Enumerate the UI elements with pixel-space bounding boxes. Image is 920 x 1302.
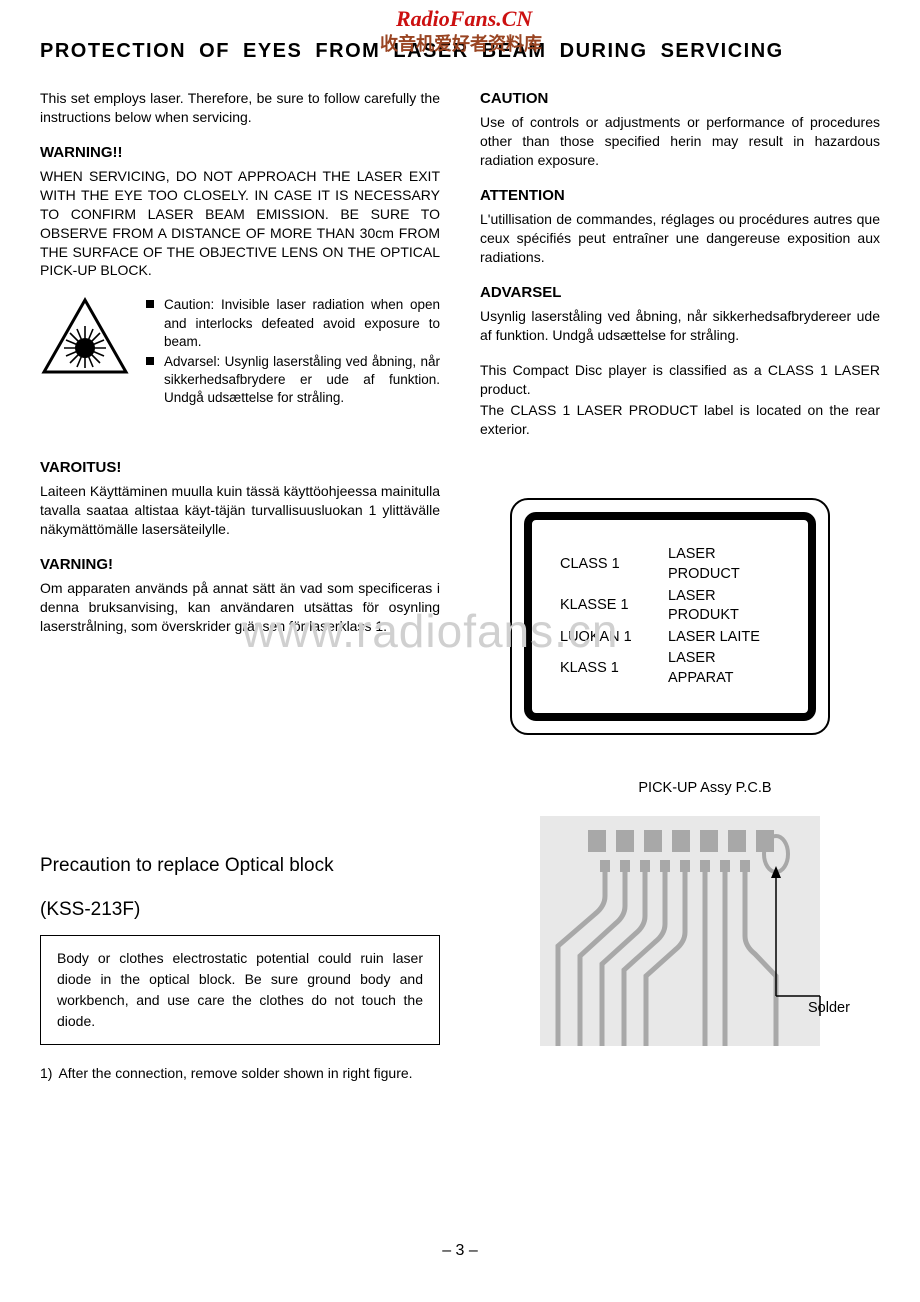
step-note: 1) After the connection, remove solder s… <box>40 1063 440 1083</box>
label-cell: LASER APPARAT <box>668 648 780 689</box>
label-cell: LASER PRODUCT <box>668 544 780 585</box>
warning-text: WHEN SERVICING, DO NOT APPROACH THE LASE… <box>40 167 440 280</box>
bullet-list: Caution: Invisible laser radiation when … <box>146 296 440 409</box>
table-row: CLASS 1LASER PRODUCT <box>560 544 780 585</box>
esd-note-box: Body or clothes electrostatic potential … <box>40 935 440 1045</box>
pcb-diagram-wrap: PICK-UP Assy P.C.B <box>540 780 870 1051</box>
varoitus-heading: VAROITUS! <box>40 458 440 478</box>
page-number: – 3 – <box>0 1242 920 1260</box>
label-cell: LASER LAITE <box>668 627 780 649</box>
bullet-item: Caution: Invisible laser radiation when … <box>146 296 440 351</box>
class-text-1: This Compact Disc player is classified a… <box>480 361 880 399</box>
varoitus-text: Laiteen Käyttäminen muulla kuin tässä kä… <box>40 482 440 539</box>
step-text: After the connection, remove solder show… <box>58 1063 412 1083</box>
bullet-square-icon <box>146 300 154 308</box>
class-text-2: The CLASS 1 LASER PRODUCT label is locat… <box>480 401 880 439</box>
bullet-item: Advarsel: Usynlig laserståling ved åbnin… <box>146 353 440 408</box>
advarsel-heading: ADVARSEL <box>480 283 880 303</box>
solder-label: Solder <box>808 1000 850 1016</box>
attention-text: L'utillisation de commandes, réglages ou… <box>480 210 880 267</box>
intro-text: This set employs laser. Therefore, be su… <box>40 89 440 127</box>
varning-heading: VARNING! <box>40 555 440 575</box>
laser-warning-icon <box>40 296 130 381</box>
watermark-center: www.radiofans.cn <box>242 604 619 658</box>
caution-heading: CAUTION <box>480 89 880 109</box>
caution-text: Use of controls or adjustments or perfor… <box>480 113 880 170</box>
bullet-text: Advarsel: Usynlig laserståling ved åbnin… <box>164 353 440 408</box>
bullet-text: Caution: Invisible laser radiation when … <box>164 296 440 351</box>
pcb-title: PICK-UP Assy P.C.B <box>540 780 870 796</box>
advarsel-text: Usynlig laserståling ved åbning, når sik… <box>480 307 880 345</box>
warning-heading: WARNING!! <box>40 143 440 163</box>
laser-symbol-row: Caution: Invisible laser radiation when … <box>40 296 440 409</box>
label-cell: CLASS 1 <box>560 544 668 585</box>
bullet-square-icon <box>146 357 154 365</box>
label-cell: LASER PRODUKT <box>668 586 780 627</box>
watermark-red: RadioFans.CN <box>396 6 532 32</box>
watermark-brown: 收音机爱好者资料库 <box>380 30 542 56</box>
attention-heading: ATTENTION <box>480 186 880 206</box>
step-number: 1) <box>40 1063 52 1083</box>
